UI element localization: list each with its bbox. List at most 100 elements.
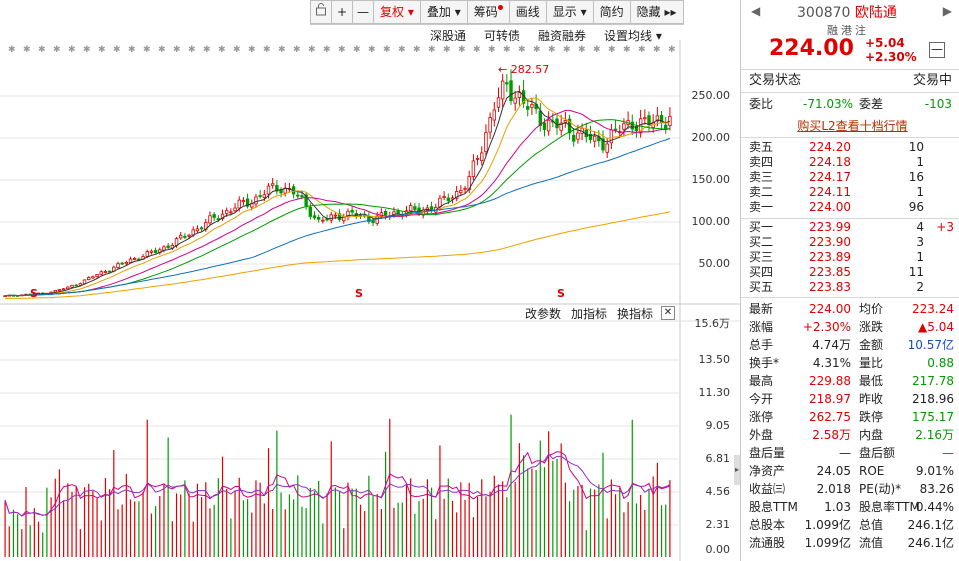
display-dropdown[interactable]: 显示 ▾ <box>545 0 593 24</box>
chevron-down-icon: ▾ <box>407 5 414 19</box>
stat-row: 涨停 262.75 跌停 175.17 <box>749 408 956 426</box>
ask-level-label: 卖五 <box>749 140 774 154</box>
candle-body <box>572 135 576 142</box>
stat-label: 股息率TTM <box>859 500 920 514</box>
ask-row: 卖三 224.17 16 <box>749 170 956 185</box>
stat-row: 换手* 4.31% 量比 0.88 <box>749 354 956 372</box>
candle-body <box>107 270 112 273</box>
candle-body <box>153 249 158 253</box>
ask-row: 卖四 224.18 1 <box>749 155 956 170</box>
event-marker: ✱ <box>638 45 646 55</box>
candle-body <box>61 288 66 291</box>
signal-marker[interactable]: S <box>355 287 363 300</box>
candle-body <box>124 262 129 265</box>
stat-label: 跌停 <box>859 410 884 424</box>
candle-body <box>329 214 333 221</box>
candle-body <box>233 207 237 212</box>
candle-body <box>321 219 325 222</box>
event-marker: ✱ <box>473 45 481 55</box>
candle-body <box>555 118 559 129</box>
bid-change: +3 <box>936 220 954 234</box>
candle-body <box>74 284 78 287</box>
event-marker: ✱ <box>203 45 211 55</box>
candle-body <box>270 183 275 186</box>
candle-body <box>542 122 547 130</box>
event-marker: ✱ <box>458 45 466 55</box>
volume-ma-line <box>4 453 671 517</box>
candle-body <box>166 245 170 248</box>
double-chevron-right-icon: ▸▸ <box>664 5 677 19</box>
candle-body <box>643 117 647 120</box>
overlay-dropdown[interactable]: 叠加 ▾ <box>419 0 467 24</box>
ask-price: 224.20 <box>809 140 851 154</box>
stat-value: 246.1亿 <box>907 518 954 532</box>
ma-line <box>5 211 670 300</box>
zoom-out-icon[interactable]: — <box>352 0 373 24</box>
candle-body <box>237 199 241 209</box>
stat-value: 10.57亿 <box>907 338 954 352</box>
link-convertible-bond[interactable]: 可转债 <box>484 29 521 43</box>
remove-watchlist-button[interactable]: — <box>929 42 945 58</box>
candle-body <box>229 211 233 214</box>
candle-body <box>647 115 651 126</box>
candle-body <box>308 206 313 217</box>
stock-name: 欧陆通 <box>854 5 897 21</box>
draw-button[interactable]: 画线 <box>508 0 546 24</box>
candle-body <box>57 289 62 292</box>
candle-body <box>546 119 551 132</box>
zoom-in-icon[interactable]: + <box>331 0 352 24</box>
lock-icon[interactable] <box>310 0 331 24</box>
candle-body <box>66 286 70 290</box>
link-margin-trading[interactable]: 融资融券 <box>538 29 587 43</box>
event-marker: ✱ <box>38 45 46 55</box>
event-marker: ✱ <box>668 45 676 55</box>
stat-label: ROE <box>859 464 885 478</box>
panel-collapse-handle[interactable]: ▸ <box>734 455 740 485</box>
candle-body <box>120 262 124 265</box>
chart-canvas[interactable]: ✱ ✱ ✱ ✱ ✱ ✱ ✱ ✱ ✱ ✱ ✱ ✱ ✱ ✱ ✱ ✱ ✱ ✱ ✱ ✱ ✱ ✱ ✱ ✱ ✱ ✱ ✱ ✱ ✱ ✱ ✱ ✱ ✱ ✱ ✱ ✱ ✱ ✱ ✱ ✱… <box>0 40 740 561</box>
bid-row: 买四 223.85 11 <box>749 265 956 280</box>
candle-body <box>505 82 509 85</box>
ma-settings-dropdown[interactable]: 设置均线 ▾ <box>604 29 662 43</box>
stock-header: 300870 欧陆通 <box>797 2 897 22</box>
event-marker: ✱ <box>548 45 556 55</box>
hide-button[interactable]: 隐藏 ▸▸ <box>629 0 684 24</box>
chips-button[interactable]: 筹码 <box>466 0 509 24</box>
weicha-value: -103 <box>924 97 952 111</box>
candle-body <box>296 194 300 197</box>
quick-links: 深股通 可转债 融资融券 设置均线 ▾ <box>430 27 662 44</box>
candle-body <box>634 126 639 132</box>
event-marker: ✱ <box>593 45 601 55</box>
l2-upgrade-link[interactable]: 购买L2查看十档行情 <box>797 119 908 133</box>
ask-level-label: 卖三 <box>749 170 774 184</box>
close-icon[interactable]: ✕ <box>661 306 675 320</box>
candle-body <box>53 290 57 293</box>
restore-dropdown[interactable]: 复权 ▾ <box>373 0 420 24</box>
candle-body <box>513 97 517 104</box>
edit-params-button[interactable]: 改参数 <box>525 307 562 321</box>
candle-body <box>454 191 459 199</box>
candle-body <box>492 109 496 121</box>
event-marker: ✱ <box>338 45 346 55</box>
ask-level-label: 卖二 <box>749 185 774 199</box>
next-stock-icon[interactable]: ▶ <box>942 4 952 18</box>
stat-label: 今开 <box>749 392 774 406</box>
candle-body <box>459 190 463 193</box>
event-marker: ✱ <box>398 45 406 55</box>
bid-level-label: 买三 <box>749 250 774 264</box>
stat-row: 最高 229.88 最低 217.78 <box>749 372 956 390</box>
volume-axis-tick: 2.31 <box>705 518 731 531</box>
simple-button[interactable]: 简约 <box>592 0 630 24</box>
signal-marker[interactable]: S <box>30 287 38 300</box>
candle-body <box>103 271 108 273</box>
link-shenzhen-connect[interactable]: 深股通 <box>430 29 467 43</box>
bid-level-label: 买五 <box>749 280 774 294</box>
stat-label: 盘后量 <box>749 446 786 460</box>
add-indicator-button[interactable]: 加指标 <box>571 307 608 321</box>
signal-marker[interactable]: S <box>557 287 565 300</box>
candle-body <box>392 211 396 216</box>
event-marker: ✱ <box>98 45 106 55</box>
stat-value: 1.099亿 <box>804 536 851 550</box>
prev-stock-icon[interactable]: ◀ <box>751 4 761 18</box>
switch-indicator-button[interactable]: 换指标 <box>617 307 654 321</box>
